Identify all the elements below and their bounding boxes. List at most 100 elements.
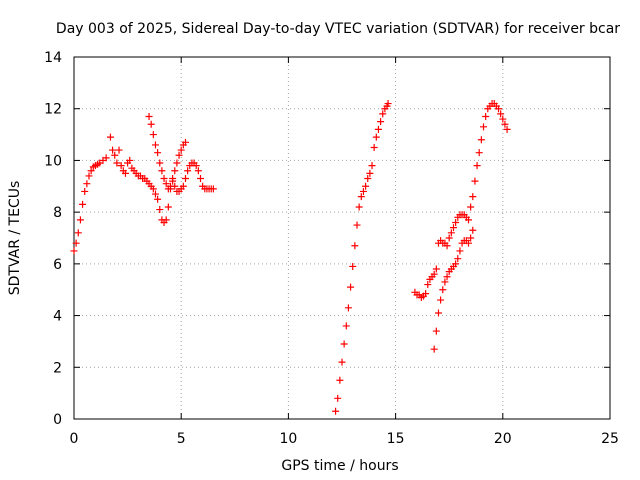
x-tick-label: 10 — [279, 431, 297, 447]
data-point — [452, 218, 460, 226]
data-point — [452, 260, 460, 268]
data-point — [430, 270, 438, 278]
data-point — [445, 234, 453, 242]
data-point — [467, 203, 475, 211]
data-point — [111, 151, 119, 159]
y-axis-label: SDTVAR / TECUs — [7, 181, 23, 296]
data-point — [79, 200, 87, 208]
x-tick-label: 0 — [70, 431, 79, 447]
data-point — [83, 180, 91, 188]
data-point — [121, 169, 129, 177]
data-point — [151, 190, 159, 198]
data-points — [70, 100, 511, 415]
data-point — [422, 290, 430, 298]
x-tick-labels: 0 5 10 15 20 25 — [70, 431, 619, 447]
y-tick-label: 6 — [53, 257, 62, 273]
data-point — [469, 226, 477, 234]
data-point — [149, 185, 157, 193]
data-point — [113, 159, 121, 167]
data-point — [166, 182, 174, 190]
data-point — [115, 146, 123, 154]
data-point — [434, 309, 442, 317]
y-tick-label: 8 — [53, 205, 62, 221]
data-point — [443, 242, 451, 250]
data-point — [374, 125, 382, 133]
data-point — [158, 167, 166, 175]
x-axis-label: GPS time / hours — [281, 458, 398, 474]
data-point — [175, 151, 183, 159]
data-point — [126, 156, 134, 164]
data-point — [179, 182, 187, 190]
data-point — [372, 133, 380, 141]
data-point — [355, 203, 363, 211]
data-point — [449, 224, 457, 232]
data-point — [467, 234, 475, 242]
data-point — [377, 118, 385, 126]
data-point — [447, 229, 455, 237]
plot-frame — [73, 56, 611, 420]
y-tick-label: 0 — [53, 412, 62, 428]
data-point — [370, 144, 378, 151]
data-point — [471, 177, 479, 185]
data-point — [192, 162, 200, 170]
data-point — [501, 120, 509, 128]
data-point — [464, 239, 472, 247]
data-point — [149, 131, 157, 139]
data-point — [74, 229, 82, 237]
y-tick-label: 4 — [53, 309, 62, 325]
data-point — [454, 255, 462, 263]
data-point — [145, 112, 153, 120]
data-point — [338, 358, 346, 366]
data-point — [432, 327, 440, 335]
data-point — [81, 187, 89, 195]
data-point — [162, 180, 170, 188]
data-point — [181, 138, 189, 146]
data-point — [117, 162, 125, 170]
data-point — [432, 265, 440, 273]
data-point — [156, 159, 164, 167]
data-point — [362, 182, 370, 190]
data-point — [194, 167, 202, 175]
data-point — [351, 242, 359, 250]
data-point — [106, 133, 114, 141]
data-point — [156, 206, 164, 214]
data-point — [160, 175, 168, 183]
data-point — [147, 120, 155, 128]
y-tick-label: 12 — [44, 102, 62, 118]
data-point — [469, 193, 477, 201]
x-tick-label: 25 — [601, 431, 619, 447]
data-point — [424, 281, 432, 289]
data-point — [499, 115, 507, 123]
data-point — [181, 175, 189, 183]
data-point — [347, 283, 355, 291]
data-point — [475, 149, 483, 157]
data-point — [334, 394, 342, 402]
data-point — [336, 376, 344, 384]
data-point — [342, 322, 350, 330]
x-tick-label: 20 — [494, 431, 512, 447]
data-point — [70, 247, 78, 255]
data-point — [495, 105, 503, 113]
data-point — [154, 149, 162, 157]
data-point — [72, 239, 80, 247]
data-point — [503, 125, 511, 133]
data-point — [102, 154, 110, 162]
data-point — [359, 187, 367, 195]
data-point — [171, 167, 179, 175]
data-point — [482, 112, 490, 120]
data-point — [364, 175, 372, 183]
data-point — [357, 193, 365, 201]
data-point — [196, 175, 204, 183]
data-point — [209, 185, 217, 193]
data-point — [439, 286, 447, 294]
data-point — [169, 175, 177, 183]
data-point — [85, 172, 93, 180]
data-point — [497, 110, 505, 118]
data-point — [384, 100, 392, 108]
data-point — [344, 304, 352, 312]
data-point — [154, 195, 162, 203]
data-point — [456, 247, 464, 255]
data-point — [477, 136, 485, 144]
y-tick-labels: 0 2 4 6 8 10 12 14 — [44, 50, 62, 428]
